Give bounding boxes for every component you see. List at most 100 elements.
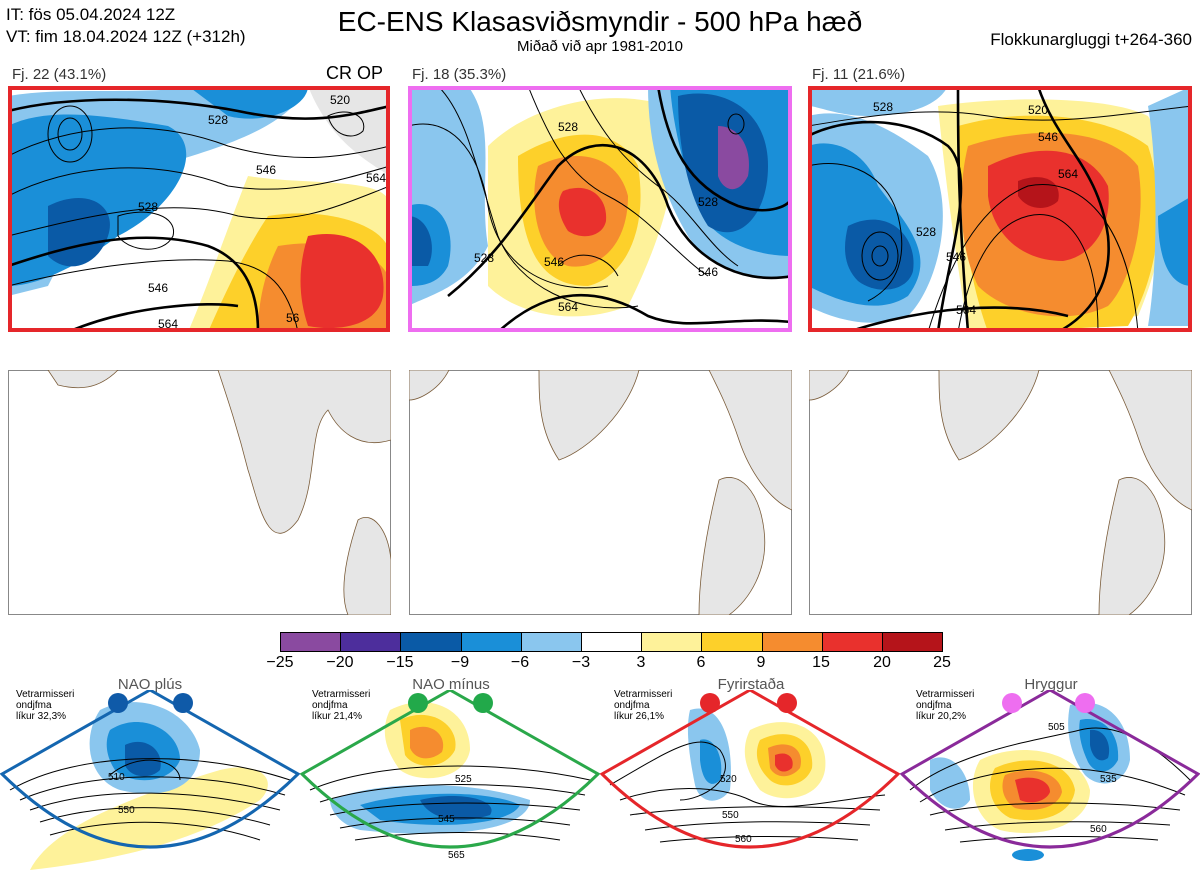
regime-2-note: Vetrarmisseri ondjfma líkur 21,4%	[312, 689, 370, 722]
regime-3-map: 520 550 560	[600, 690, 900, 849]
regime-note-line: líkur 20,2%	[916, 711, 967, 722]
valid-time: VT: fim 18.04.2024 12Z (+312h)	[6, 27, 246, 46]
svg-text:550: 550	[118, 805, 135, 816]
svg-text:535: 535	[1100, 774, 1117, 785]
svg-text:546: 546	[698, 265, 718, 279]
svg-text:545: 545	[438, 814, 455, 825]
regime-3-dot-a	[700, 693, 720, 713]
regime-note-line: ondjfma	[16, 700, 52, 711]
colorbar-swatch	[521, 633, 582, 651]
colorbar-swatch	[822, 633, 883, 651]
colorbar-swatch	[581, 633, 643, 651]
regime-note-line: líkur 21,4%	[312, 711, 363, 722]
svg-text:528: 528	[208, 113, 228, 127]
cluster-3-map: 528 520 546 564 528 546 564	[808, 86, 1192, 332]
regime-note-line: Vetrarmisseri	[16, 689, 75, 700]
empty-map-2	[409, 370, 792, 615]
colorbar-swatch	[461, 633, 522, 651]
cluster-2-label: Fj. 18 (35.3%)	[412, 66, 507, 83]
colorbar-tick: 6	[696, 654, 706, 671]
empty-map-3	[809, 370, 1192, 615]
cluster-1-tag: CR OP	[326, 63, 384, 83]
regime-2-dot-b	[473, 693, 493, 713]
colorbar-tick: −20	[326, 654, 354, 671]
regime-note-line: Vetrarmisseri	[312, 689, 371, 700]
svg-text:564: 564	[558, 300, 578, 314]
svg-text:546: 546	[1038, 130, 1058, 144]
colorbar-tick: −25	[266, 654, 294, 671]
header-info: IT: fös 05.04.2024 12Z VT: fim 18.04.202…	[6, 4, 246, 48]
colorbar-tick: 15	[812, 654, 830, 671]
regime-1-note: Vetrarmisseri ondjfma líkur 32,3%	[16, 689, 74, 722]
svg-text:505: 505	[1048, 722, 1065, 733]
svg-text:546: 546	[148, 281, 168, 295]
regime-4-map: 505 535 560	[900, 690, 1200, 861]
regime-2-title: NAO mínus	[412, 676, 490, 693]
svg-text:520: 520	[1028, 103, 1048, 117]
colorbar-swatch	[341, 633, 402, 651]
svg-text:528: 528	[873, 100, 893, 114]
regime-1-map: 510 550	[0, 690, 300, 870]
regime-note-line: ondjfma	[312, 700, 348, 711]
svg-text:564: 564	[366, 171, 386, 185]
cluster-1-label: Fj. 22 (43.1%)	[12, 66, 107, 83]
svg-text:528: 528	[916, 225, 936, 239]
regime-1-dot-b	[173, 693, 193, 713]
svg-text:550: 550	[722, 810, 739, 821]
svg-text:546: 546	[544, 255, 564, 269]
colorbar-ticks: −25 −20 −15 −9 −6 −3 3 6 9 15 20 25	[256, 654, 966, 674]
svg-text:560: 560	[735, 834, 752, 845]
svg-text:528: 528	[138, 200, 158, 214]
cluster-1-map: 528 528 546 546 564 564 56 520	[8, 86, 390, 332]
empty-map-1	[8, 370, 391, 615]
cluster-3-label: Fj. 11 (21.6%)	[812, 66, 906, 83]
colorbar-tick: −15	[386, 654, 414, 671]
regime-4-dot-b	[1075, 693, 1095, 713]
regime-3-note: Vetrarmisseri ondjfma líkur 26,1%	[614, 689, 672, 722]
regime-4-note: Vetrarmisseri ondjfma líkur 20,2%	[916, 689, 974, 722]
colorbar-tick: 25	[933, 654, 951, 671]
colorbar-tick: 20	[873, 654, 891, 671]
colorbar-swatch	[702, 633, 763, 651]
colorbar-swatch	[281, 633, 342, 651]
regime-note-line: Vetrarmisseri	[916, 689, 975, 700]
page-subtitle: Miðað við apr 1981-2010	[517, 38, 683, 55]
colorbar-tick: −9	[450, 654, 470, 671]
colorbar-tick: 3	[636, 654, 646, 671]
regime-1-dot-a	[108, 693, 128, 713]
regime-note-line: Vetrarmisseri	[614, 689, 673, 700]
regime-note-line: líkur 26,1%	[614, 711, 665, 722]
page-title: EC-ENS Klasasviðsmyndir - 500 hPa hæð	[337, 6, 863, 37]
regime-note-line: ondjfma	[916, 700, 952, 711]
colorbar-tick: −6	[510, 654, 530, 671]
regime-4-dot-a	[1002, 693, 1022, 713]
svg-text:528: 528	[474, 251, 494, 265]
classification-window: Flokkunargluggi t+264-360	[990, 30, 1192, 49]
svg-text:56: 56	[286, 311, 300, 325]
colorbar	[280, 632, 943, 652]
svg-text:565: 565	[448, 850, 465, 861]
regime-note-line: líkur 32,3%	[16, 711, 67, 722]
svg-text:528: 528	[558, 120, 578, 134]
svg-text:564: 564	[158, 317, 178, 331]
colorbar-swatch	[401, 633, 462, 651]
colorbar-swatch	[642, 633, 703, 651]
svg-text:564: 564	[1058, 167, 1078, 181]
regime-2-dot-a	[408, 693, 428, 713]
regime-3-title: Fyrirstaða	[717, 676, 785, 693]
colorbar-swatch	[882, 633, 943, 651]
init-time: IT: fös 05.04.2024 12Z	[6, 5, 176, 24]
svg-text:546: 546	[256, 163, 276, 177]
colorbar-tick: −3	[571, 654, 591, 671]
regime-1-title: NAO plús	[117, 676, 183, 693]
svg-text:510: 510	[108, 772, 125, 783]
svg-text:528: 528	[698, 195, 718, 209]
colorbar-tick: 9	[756, 654, 766, 671]
svg-text:546: 546	[946, 250, 966, 264]
svg-text:564: 564	[956, 303, 976, 317]
regime-note-line: ondjfma	[614, 700, 650, 711]
svg-text:520: 520	[330, 93, 350, 107]
regime-4-title: Hryggur	[1024, 676, 1078, 693]
cluster-2-map: 528 528 546 546 564 528	[408, 86, 792, 332]
svg-text:520: 520	[720, 774, 737, 785]
